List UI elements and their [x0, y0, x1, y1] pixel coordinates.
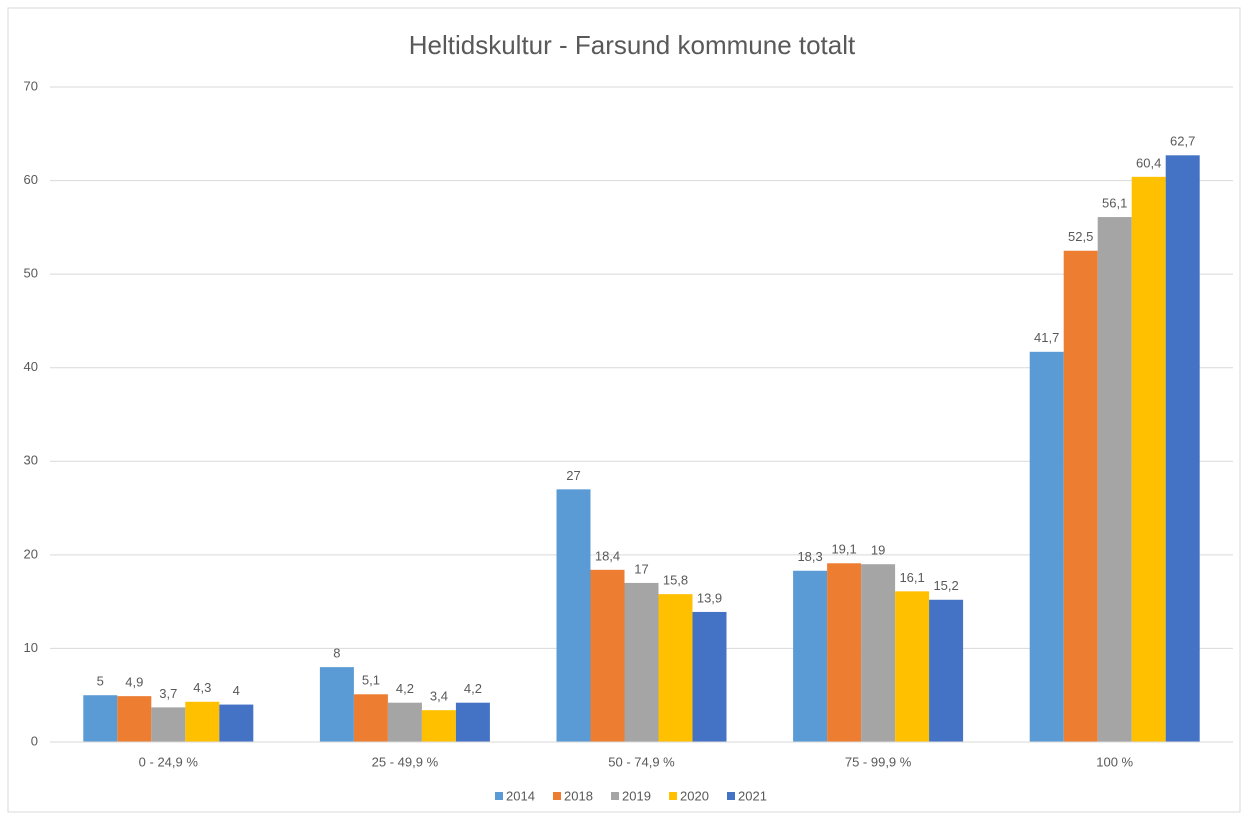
bar	[624, 582, 659, 742]
bar	[895, 591, 930, 742]
data-label: 4,2	[464, 681, 482, 696]
bar	[421, 710, 456, 742]
data-label: 5,1	[362, 673, 380, 688]
data-label: 19	[871, 543, 885, 558]
legend-swatch	[727, 792, 735, 800]
bar	[861, 564, 896, 742]
bar	[117, 696, 152, 742]
data-label: 56,1	[1102, 196, 1127, 211]
data-label: 4,9	[125, 675, 143, 690]
chart-title: Heltidskultur - Farsund kommune totalt	[409, 30, 856, 60]
x-tick-label: 50 - 74,9 %	[608, 754, 675, 769]
y-tick-label: 0	[31, 733, 38, 748]
legend-swatch	[611, 792, 619, 800]
data-label: 4,3	[193, 680, 211, 695]
data-label: 19,1	[831, 542, 856, 557]
data-label: 15,2	[933, 578, 958, 593]
legend-swatch	[669, 792, 677, 800]
bar	[1131, 176, 1166, 743]
bar	[151, 707, 186, 742]
data-label: 27	[566, 468, 580, 483]
data-label: 5	[97, 674, 104, 689]
legend-label: 2021	[738, 788, 767, 803]
data-label: 4	[233, 683, 240, 698]
legend-label: 2014	[506, 788, 535, 803]
data-label: 4,2	[396, 681, 414, 696]
y-tick-label: 60	[24, 172, 38, 187]
data-label: 3,7	[159, 686, 177, 701]
data-label: 41,7	[1034, 330, 1059, 345]
data-label: 60,4	[1136, 155, 1161, 170]
data-label: 8	[333, 646, 340, 661]
data-label: 18,3	[797, 549, 822, 564]
bar	[83, 695, 118, 742]
legend-swatch	[553, 792, 561, 800]
bar	[387, 702, 422, 742]
bar	[556, 489, 591, 742]
bar	[1063, 250, 1098, 742]
y-tick-label: 40	[24, 359, 38, 374]
y-tick-label: 50	[24, 266, 38, 281]
legend-label: 2020	[680, 788, 709, 803]
x-tick-label: 25 - 49,9 %	[372, 754, 439, 769]
bar	[692, 611, 727, 742]
x-tick-label: 0 - 24,9 %	[139, 754, 199, 769]
bar	[185, 701, 220, 742]
x-tick-label: 75 - 99,9 %	[845, 754, 912, 769]
data-label: 18,4	[595, 548, 620, 563]
bar	[1029, 351, 1064, 742]
bar	[353, 694, 388, 742]
bar	[455, 702, 490, 742]
data-label: 16,1	[899, 570, 924, 585]
data-label: 3,4	[430, 689, 448, 704]
bar	[319, 667, 354, 742]
bar	[219, 704, 254, 742]
legend-label: 2019	[622, 788, 651, 803]
data-label: 15,8	[663, 573, 688, 588]
data-label: 52,5	[1068, 229, 1093, 244]
y-tick-label: 20	[24, 546, 38, 561]
legend-label: 2018	[564, 788, 593, 803]
data-label: 62,7	[1170, 134, 1195, 149]
bar	[590, 569, 625, 742]
bar	[827, 563, 862, 742]
bar	[793, 570, 828, 742]
y-tick-label: 30	[24, 453, 38, 468]
y-tick-label: 70	[24, 78, 38, 93]
y-tick-label: 10	[24, 640, 38, 655]
bar	[929, 599, 964, 742]
bar	[1097, 217, 1132, 743]
data-label: 13,9	[697, 590, 722, 605]
bar	[1165, 155, 1200, 743]
data-label: 17	[634, 561, 648, 576]
x-tick-label: 100 %	[1096, 754, 1133, 769]
bar	[658, 594, 693, 742]
legend-swatch	[495, 792, 503, 800]
